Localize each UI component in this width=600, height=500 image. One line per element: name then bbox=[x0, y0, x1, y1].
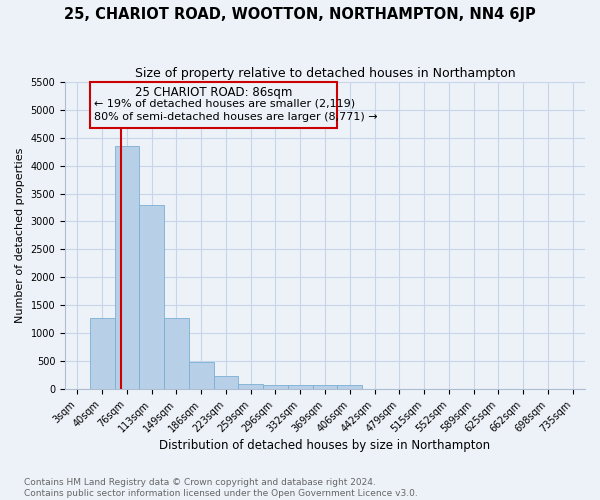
Title: Size of property relative to detached houses in Northampton: Size of property relative to detached ho… bbox=[135, 68, 515, 80]
Text: 80% of semi-detached houses are larger (8,771) →: 80% of semi-detached houses are larger (… bbox=[94, 112, 377, 122]
Bar bbox=[313, 386, 337, 389]
Bar bbox=[288, 386, 313, 389]
Bar bbox=[263, 386, 288, 389]
Y-axis label: Number of detached properties: Number of detached properties bbox=[15, 148, 25, 323]
FancyBboxPatch shape bbox=[90, 82, 337, 128]
Text: 25, CHARIOT ROAD, WOOTTON, NORTHAMPTON, NN4 6JP: 25, CHARIOT ROAD, WOOTTON, NORTHAMPTON, … bbox=[64, 8, 536, 22]
Text: ← 19% of detached houses are smaller (2,119): ← 19% of detached houses are smaller (2,… bbox=[94, 98, 355, 108]
Bar bbox=[238, 384, 263, 389]
Bar bbox=[90, 318, 115, 389]
Bar bbox=[164, 318, 189, 389]
Bar bbox=[139, 204, 164, 389]
Bar bbox=[214, 376, 238, 389]
Text: Contains HM Land Registry data © Crown copyright and database right 2024.
Contai: Contains HM Land Registry data © Crown c… bbox=[24, 478, 418, 498]
Bar bbox=[337, 386, 362, 389]
Bar bbox=[189, 362, 214, 389]
X-axis label: Distribution of detached houses by size in Northampton: Distribution of detached houses by size … bbox=[160, 440, 491, 452]
Text: 25 CHARIOT ROAD: 86sqm: 25 CHARIOT ROAD: 86sqm bbox=[135, 86, 292, 98]
Bar bbox=[115, 146, 139, 389]
